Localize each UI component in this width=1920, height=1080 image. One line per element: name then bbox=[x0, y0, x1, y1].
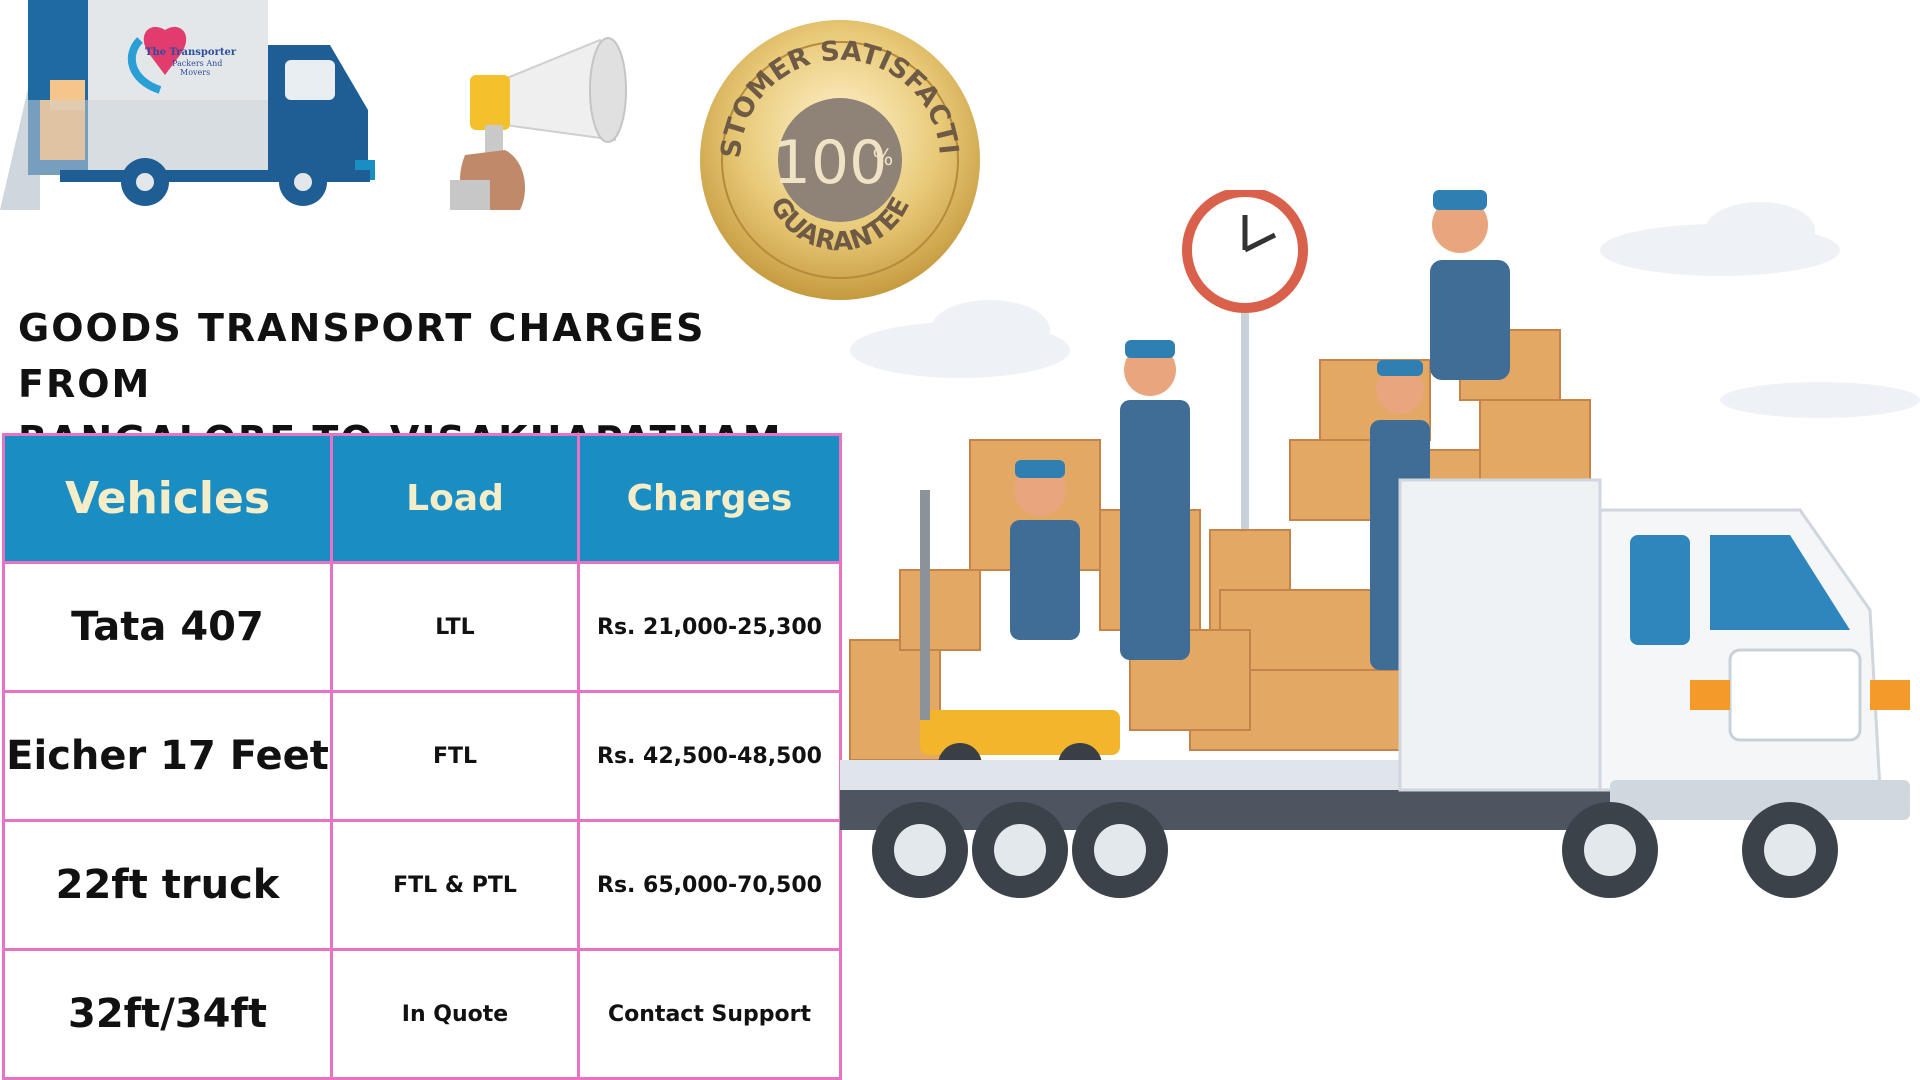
load-cell: In Quote bbox=[330, 948, 580, 1080]
movers-truck-illustration-icon bbox=[840, 190, 1920, 898]
charges-cell: Rs. 65,000-70,500 bbox=[577, 819, 842, 951]
badge-percent: % bbox=[873, 146, 894, 171]
load-cell: LTL bbox=[330, 561, 580, 693]
page-title-line1: GOODS TRANSPORT CHARGES FROM bbox=[18, 306, 706, 406]
transport-charges-table: Vehicles Load Charges Tata 407 LTL Rs. 2… bbox=[2, 433, 842, 1080]
table-row: Tata 407 LTL Rs. 21,000-25,300 bbox=[2, 561, 842, 693]
table-row: 32ft/34ft In Quote Contact Support bbox=[2, 948, 842, 1080]
moving-truck-logo-icon: The Transporter Packers And Movers bbox=[0, 0, 375, 210]
table-row: 22ft truck FTL & PTL Rs. 65,000-70,500 bbox=[2, 819, 842, 951]
charges-cell: Rs. 42,500-48,500 bbox=[577, 690, 842, 822]
load-cell: FTL & PTL bbox=[330, 819, 580, 951]
header-charges: Charges bbox=[577, 433, 842, 564]
charges-cell: Rs. 21,000-25,300 bbox=[577, 561, 842, 693]
charges-cell: Contact Support bbox=[577, 948, 842, 1080]
logo-line3: Movers bbox=[180, 68, 210, 77]
header-load: Load bbox=[330, 433, 580, 564]
table-header-row: Vehicles Load Charges bbox=[2, 433, 842, 564]
logo-line1: The Transporter bbox=[145, 47, 237, 58]
vehicle-cell: 22ft truck bbox=[2, 819, 333, 951]
vehicle-cell: Tata 407 bbox=[2, 561, 333, 693]
logo-line2: Packers And bbox=[172, 59, 222, 68]
badge-number: 100 bbox=[773, 128, 888, 198]
megaphone-icon bbox=[450, 37, 627, 210]
satisfaction-badge-icon: CUSTOMER SATISFACTION GUARANTEE 100 % bbox=[695, 15, 980, 300]
header-vehicles: Vehicles bbox=[2, 433, 333, 564]
vehicle-cell: Eicher 17 Feet bbox=[2, 690, 333, 822]
vehicle-cell: 32ft/34ft bbox=[2, 948, 333, 1080]
load-cell: FTL bbox=[330, 690, 580, 822]
table-row: Eicher 17 Feet FTL Rs. 42,500-48,500 bbox=[2, 690, 842, 822]
